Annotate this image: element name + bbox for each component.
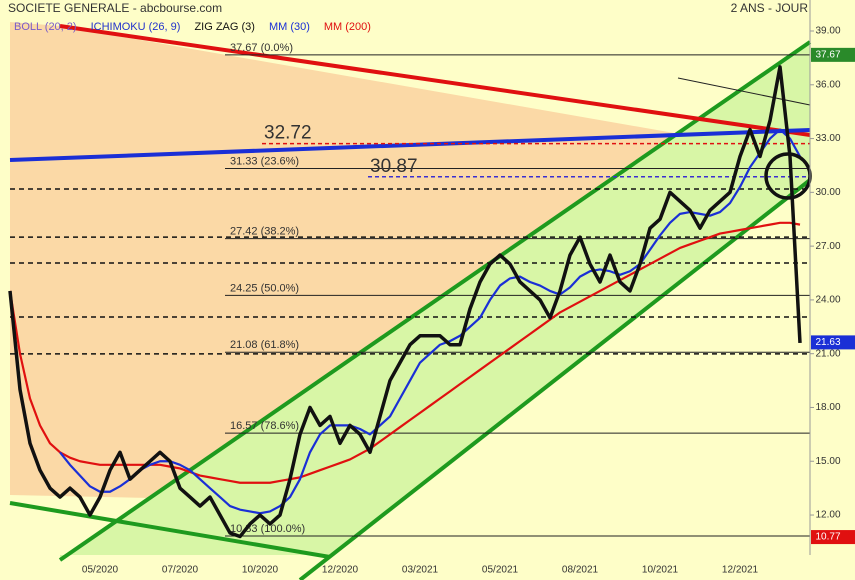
thin-trend-line	[677, 77, 811, 106]
axis-tag	[811, 530, 855, 545]
fib-label: 24.25 (50.0%)	[230, 282, 299, 294]
fib-label: 27.42 (38.2%)	[230, 226, 299, 238]
y-tick-label: 12.00	[815, 510, 840, 521]
y-tick-label: 15.00	[815, 456, 840, 467]
legend-entry: MM (30)	[269, 21, 310, 33]
series-line	[8, 65, 802, 539]
legend-entry: ZIG ZAG (3)	[194, 21, 255, 33]
series-line	[8, 221, 801, 484]
long-trend-line	[9, 128, 811, 162]
axis-tag-label: 21.63	[815, 337, 840, 348]
axis-tag-label: 10.77	[815, 532, 840, 543]
x-tick-label: 05/2020	[82, 565, 119, 576]
axis-tag	[811, 335, 855, 350]
legend-entry: BOLL (20, 2)	[14, 21, 77, 33]
x-tick-label: 07/2020	[162, 565, 199, 576]
fib-label: 21.08 (61.8%)	[230, 339, 299, 351]
y-tick-label: 36.00	[815, 79, 840, 90]
legend: BOLL (20, 2) ICHIMOKU (26, 9) ZIG ZAG (3) M…	[14, 21, 371, 33]
legend-entry: MM (200)	[324, 21, 371, 33]
annotation-label: 30.87	[370, 156, 418, 177]
fib-label: 37.67 (0.0%)	[230, 42, 293, 54]
chart-title: SOCIETE GENERALE - abcbourse.com	[8, 1, 222, 15]
y-tick-label: 24.00	[815, 295, 840, 306]
x-tick-label: 12/2020	[322, 565, 359, 576]
series-line	[59, 128, 801, 515]
y-tick-label: 39.00	[815, 26, 840, 37]
axis-tag-label: 37.67	[815, 49, 840, 60]
y-tick-label: 27.00	[815, 241, 840, 252]
plot: 37.67 (0.0%) 31.33 (23.6%) 27.42 (38.2%) 24…	[8, 42, 810, 539]
fib-label: 16.57 (78.6%)	[230, 420, 299, 432]
x-tick-label: 05/2021	[482, 565, 519, 576]
y-tick-label: 33.00	[815, 133, 840, 144]
axis-tag	[811, 47, 855, 62]
y-tick-label: 21.00	[815, 348, 840, 359]
x-tick-label: 08/2021	[562, 565, 599, 576]
x-tick-label: 03/2021	[402, 565, 439, 576]
x-tick-label: 12/2021	[722, 565, 759, 576]
fib-label: 31.33 (23.6%)	[230, 155, 299, 167]
x-tick-label: 10/2020	[242, 565, 279, 576]
y-tick-label: 18.00	[815, 402, 840, 413]
channel-lower	[298, 178, 812, 580]
legend-entry: ICHIMOKU (26, 9)	[91, 21, 181, 33]
x-tick-label: 10/2021	[642, 565, 679, 576]
channel-upper	[58, 40, 812, 562]
annotation-label: 32.72	[264, 123, 312, 144]
downtrend-line	[59, 24, 811, 137]
support-line	[9, 501, 331, 559]
y-tick-label: 30.00	[815, 187, 840, 198]
period-label: 2 ANS - JOUR	[731, 1, 809, 15]
